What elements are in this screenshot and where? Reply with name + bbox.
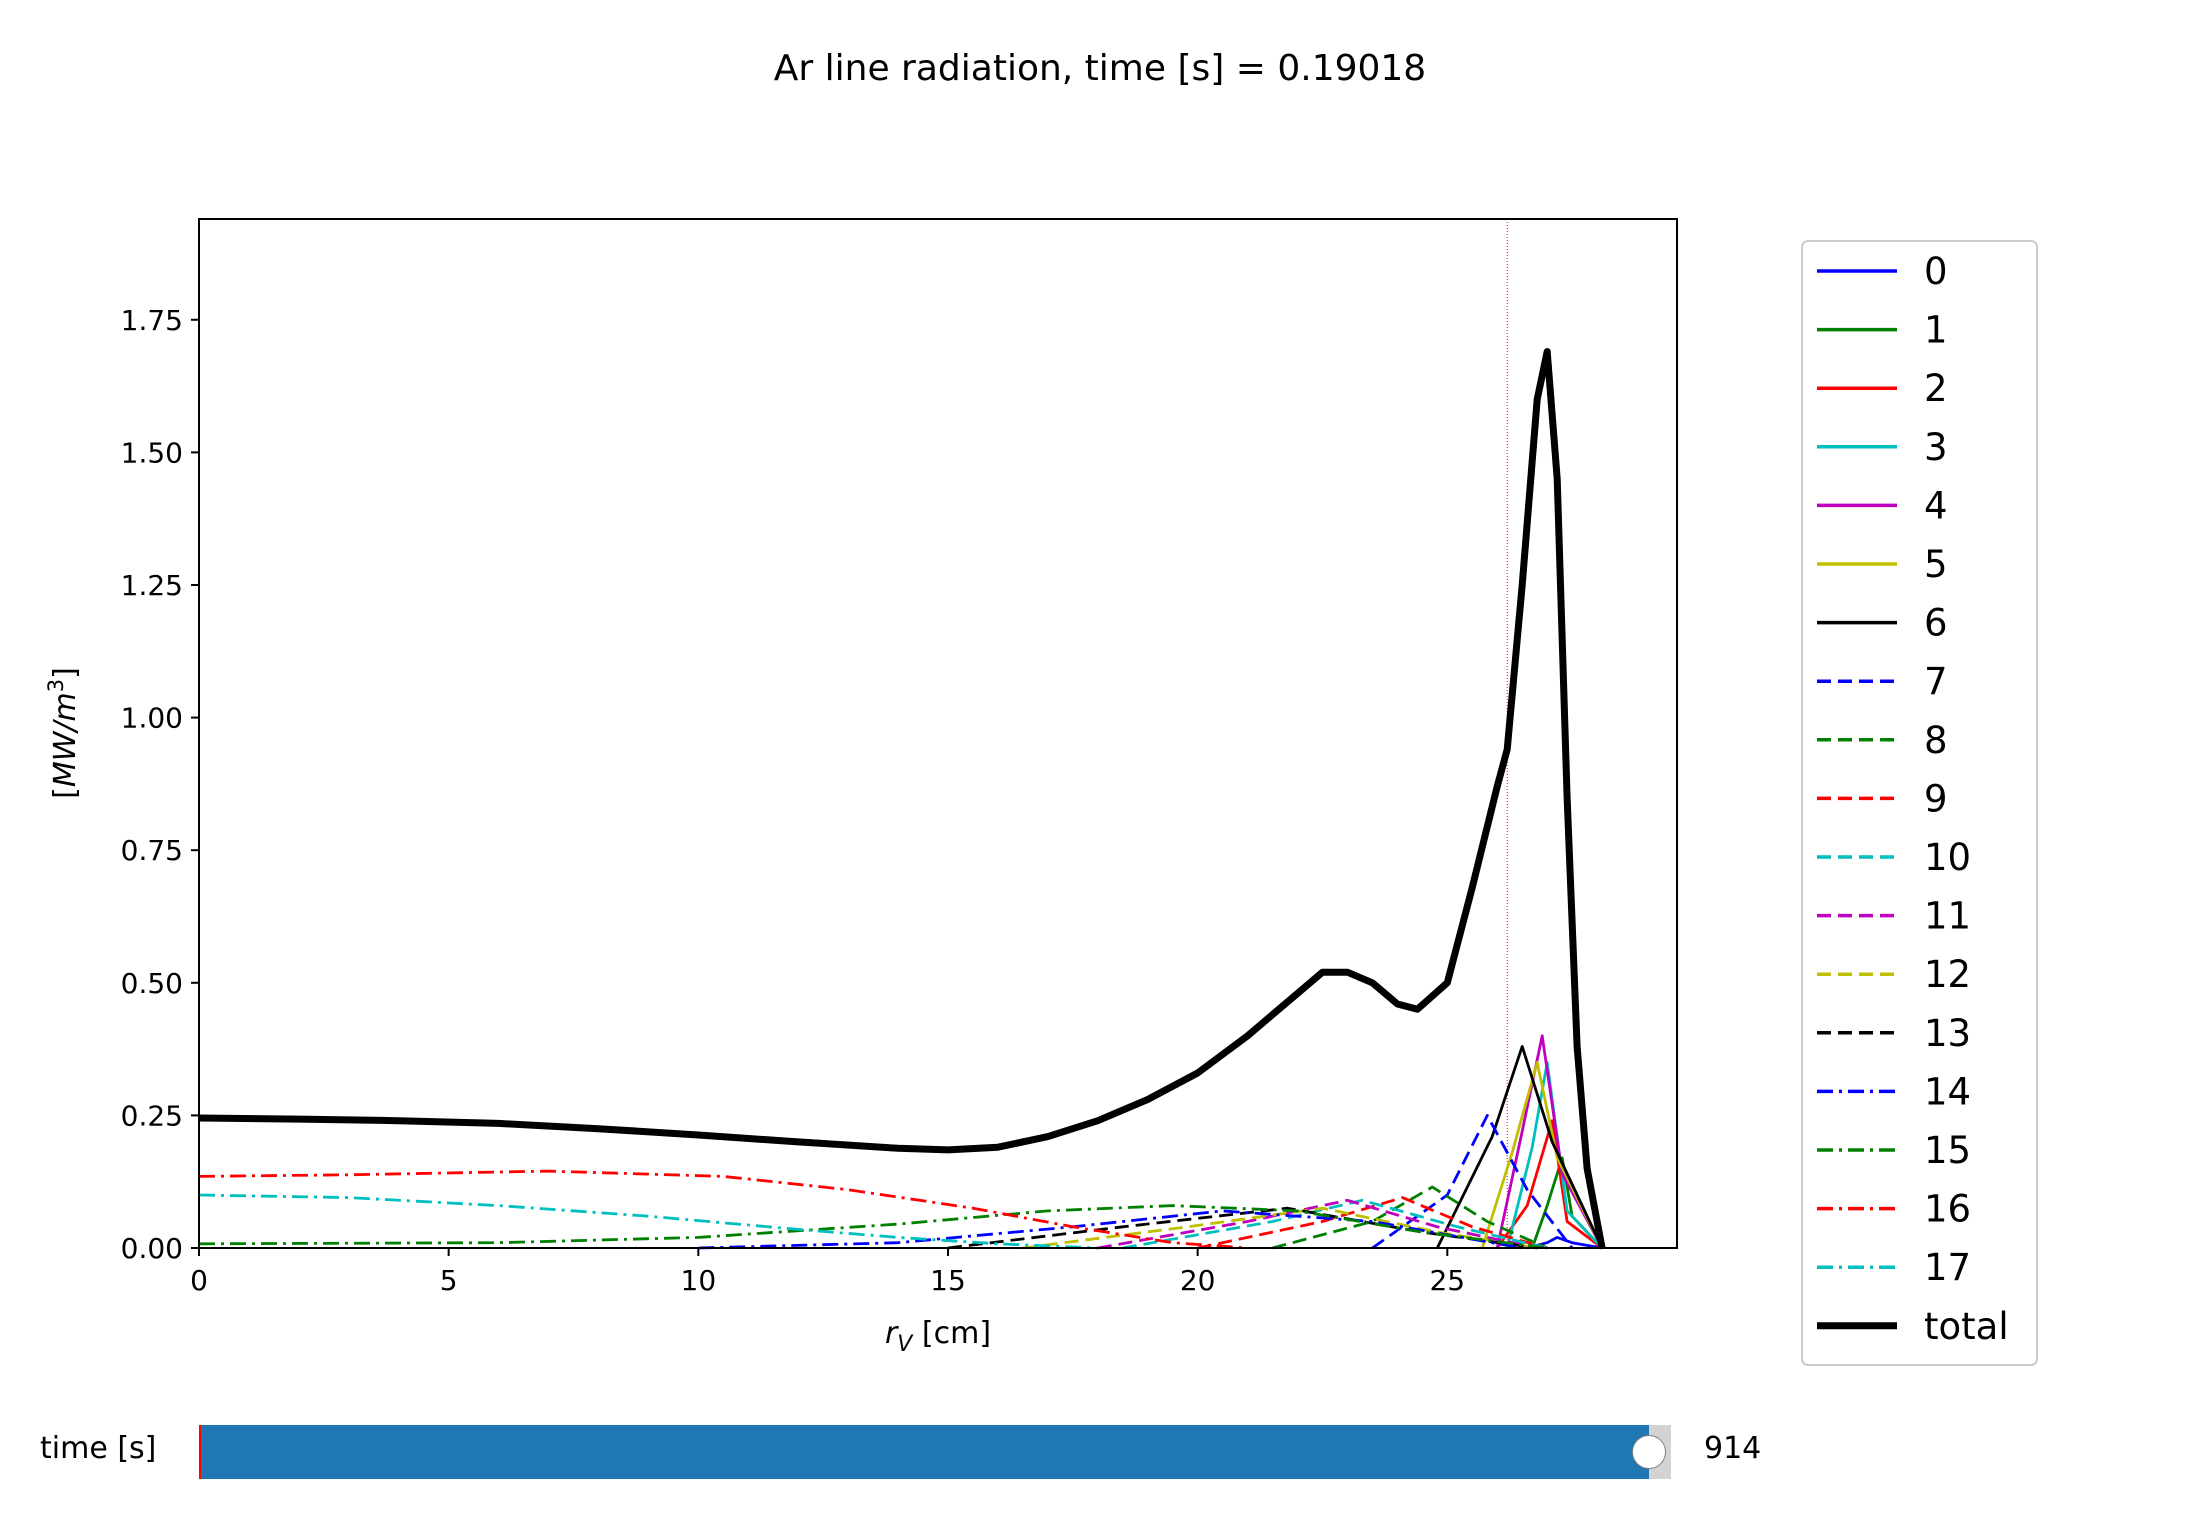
legend-label-17: 17 (1924, 1246, 1971, 1289)
series-line-7 (1371, 1114, 1574, 1250)
legend-label-3: 3 (1924, 426, 1948, 469)
slider-label: time [s] (40, 1431, 157, 1466)
legend-label-11: 11 (1924, 895, 1971, 938)
legend-label-8: 8 (1924, 719, 1948, 762)
series-line-15 (198, 1204, 1548, 1250)
x-tick-label: 0 (190, 1264, 208, 1297)
series-line-9 (1197, 1196, 1548, 1250)
legend-label-7: 7 (1924, 660, 1948, 703)
legend-label-9: 9 (1924, 777, 1948, 820)
y-tick-label: 0.25 (121, 1099, 183, 1132)
legend-label-15: 15 (1924, 1129, 1971, 1172)
series-line-8 (1272, 1185, 1548, 1250)
series-line-total (198, 348, 1606, 1249)
legend-label-10: 10 (1924, 836, 1971, 879)
slider-handle[interactable] (1631, 1435, 1666, 1469)
axes: 0 5 10 15 20 25 0.00 0.25 0.50 0.75 1.00 1.25 1.50 1.… (121, 304, 1465, 1297)
x-tick-label: 5 (440, 1264, 458, 1297)
chart-title: Ar line radiation, time [s] = 0.19018 (774, 48, 1426, 89)
legend-label-12: 12 (1924, 953, 1971, 996)
legend-box (1801, 240, 2038, 1366)
legend-label-4: 4 (1924, 484, 1948, 527)
legend-label-1: 1 (1924, 309, 1948, 352)
slider-fill (199, 1425, 1649, 1479)
y-tick-label: 0.00 (121, 1232, 183, 1265)
plot-area (198, 219, 1606, 1250)
time-slider[interactable] (199, 1425, 1671, 1479)
legend-label-13: 13 (1924, 1012, 1971, 1055)
x-tick-label: 20 (1180, 1264, 1216, 1297)
series-line-13 (947, 1206, 1538, 1250)
legend-label-14: 14 (1924, 1070, 1971, 1113)
legend-label-6: 6 (1924, 602, 1948, 645)
y-axis-label: [MW/m3] (44, 667, 83, 799)
slider-initial-marker (199, 1425, 201, 1479)
legend-label-16: 16 (1924, 1188, 1971, 1231)
series-line-10 (1122, 1198, 1548, 1250)
y-tick-label: 0.75 (121, 834, 183, 867)
series-line-11 (1097, 1198, 1538, 1250)
y-tick-label: 1.00 (121, 702, 183, 735)
series-line-14 (698, 1209, 1523, 1250)
series-line-16 (198, 1169, 1248, 1250)
x-tick-label: 25 (1429, 1264, 1465, 1297)
x-axis-label: rV [cm] (885, 1316, 991, 1357)
legend-label-2: 2 (1924, 367, 1948, 410)
series-line-4 (1495, 1034, 1604, 1249)
y-tick-label: 1.75 (121, 304, 183, 337)
legend-label-0: 0 (1924, 250, 1948, 293)
y-tick-label: 1.50 (121, 436, 183, 469)
legend-label-total: total (1924, 1305, 2009, 1348)
x-tick-label: 15 (930, 1264, 966, 1297)
series-line-2 (1496, 1119, 1603, 1250)
y-tick-label: 0.50 (121, 967, 183, 1000)
series-line-5 (1480, 1061, 1604, 1249)
legend-label-5: 5 (1924, 543, 1948, 586)
plot-frame (198, 218, 1678, 1249)
slider-value: 914 (1704, 1431, 1762, 1466)
series-line-17 (198, 1193, 1098, 1250)
y-tick-label: 1.25 (121, 569, 183, 602)
series-line-6 (1436, 1045, 1604, 1249)
x-tick-label: 10 (681, 1264, 717, 1297)
